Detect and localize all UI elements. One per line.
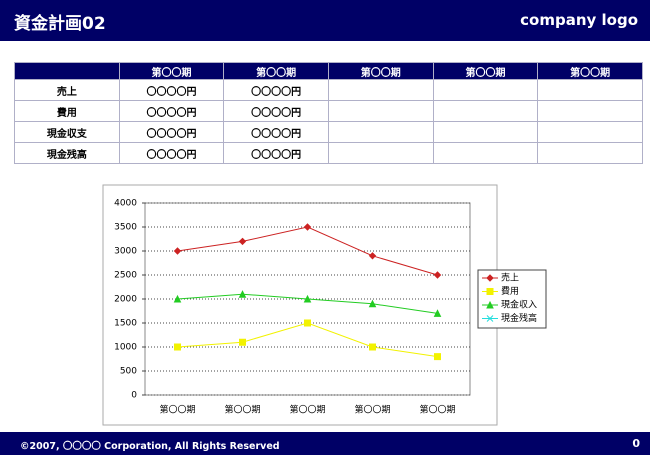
series-line: [177, 226, 438, 276]
y-tick-label: 2500: [114, 271, 137, 281]
row-label: 費用: [14, 100, 120, 122]
copyright: ©2007, 〇〇〇〇 Corporation, All Rights Rese…: [20, 441, 280, 452]
cell: 〇〇〇〇円: [118, 79, 225, 101]
cell: [327, 121, 434, 143]
y-tick-label: 3500: [114, 223, 137, 233]
header-bar: 資金計画02 company logo: [0, 0, 650, 41]
column-header: 第〇〇期: [118, 62, 225, 80]
marker: [304, 319, 311, 327]
marker: [303, 223, 312, 231]
table-row: 売上 〇〇〇〇円 〇〇〇〇円: [14, 79, 643, 101]
cell: 〇〇〇〇円: [223, 142, 329, 164]
legend-label: 売上: [501, 272, 519, 284]
table-row: 現金収支 〇〇〇〇円 〇〇〇〇円: [14, 121, 643, 143]
chart-frame: [102, 184, 498, 426]
legend-marker: [486, 288, 494, 295]
cell: [432, 100, 539, 122]
column-header: 第〇〇期: [537, 62, 643, 80]
legend-box: [477, 269, 547, 329]
legend-label: 現金収入: [501, 299, 537, 311]
marker: [238, 237, 247, 246]
y-tick-label: 1000: [114, 343, 137, 353]
y-tick-label: 500: [120, 367, 137, 377]
cell: [537, 100, 643, 122]
marker: [368, 299, 377, 308]
legend-label: 費用: [501, 285, 519, 297]
cell: 〇〇〇〇円: [118, 121, 225, 143]
plot-area: [144, 202, 471, 396]
cell: [432, 121, 539, 143]
corner-cell: [14, 62, 120, 80]
marker: [174, 343, 181, 351]
marker: [173, 294, 182, 303]
y-tick-label: 2000: [114, 295, 137, 305]
x-tick-label: 第〇〇期: [419, 404, 455, 416]
cell: 〇〇〇〇円: [118, 142, 225, 164]
table: 第〇〇期 第〇〇期 第〇〇期 第〇〇期 第〇〇期 売上 〇〇〇〇円 〇〇〇〇円 費用 〇〇〇〇円〇…: [14, 62, 643, 164]
legend-marker: [486, 300, 494, 309]
marker: [369, 343, 376, 351]
series-line: [177, 293, 438, 314]
cell: [537, 142, 643, 164]
y-tick-label: 0: [131, 391, 137, 401]
legend-marker: [486, 274, 494, 282]
x-tick-label: 第〇〇期: [354, 404, 390, 416]
marker: [173, 247, 182, 255]
y-tick-label: 4000: [114, 199, 137, 209]
row-label: 売上: [14, 79, 120, 101]
cell: 〇〇〇〇円: [118, 100, 225, 122]
x-tick-label: 第〇〇期: [224, 404, 260, 416]
column-header: 第〇〇期: [327, 62, 434, 80]
marker: [238, 290, 247, 298]
marker: [433, 271, 442, 279]
column-header: 第〇〇期: [432, 62, 539, 80]
legend-marker: [486, 315, 494, 322]
y-tick-label: 3000: [114, 247, 137, 257]
marker: [368, 252, 377, 260]
x-tick-label: 第〇〇期: [159, 404, 195, 416]
marker: [239, 338, 246, 346]
cell: [327, 79, 434, 101]
cell: [432, 142, 539, 164]
cell: [327, 142, 434, 164]
cell: [432, 79, 539, 101]
logo: company logo: [520, 11, 638, 29]
row-label: 現金収支: [14, 121, 120, 143]
y-tick-label: 1500: [114, 319, 137, 329]
marker: [303, 294, 312, 303]
footer-bar: ©2007, 〇〇〇〇 Corporation, All Rights Rese…: [0, 432, 650, 455]
marker: [434, 353, 441, 361]
table-row: 費用 〇〇〇〇円 〇〇〇〇円: [14, 100, 643, 122]
cell: 〇〇〇〇円: [223, 79, 329, 101]
header-row: 第〇〇期 第〇〇期 第〇〇期 第〇〇期 第〇〇期: [14, 62, 643, 80]
cell: [327, 100, 434, 122]
x-tick-label: 第〇〇期: [289, 404, 325, 416]
series-line: [177, 322, 438, 358]
cell: [537, 121, 643, 143]
table-row: 現金残高 〇〇〇〇円 〇〇〇〇円: [14, 142, 643, 164]
cell: 〇〇〇〇円: [223, 121, 329, 143]
cell: [537, 79, 643, 101]
row-label: 現金残高: [14, 142, 120, 164]
cell: 〇〇〇〇円: [223, 100, 329, 122]
legend-label: 現金残高: [501, 312, 537, 324]
marker: [433, 309, 442, 317]
page-number: 0: [632, 437, 640, 450]
title: 資金計画02: [14, 14, 106, 34]
column-header: 第〇〇期: [223, 62, 329, 80]
